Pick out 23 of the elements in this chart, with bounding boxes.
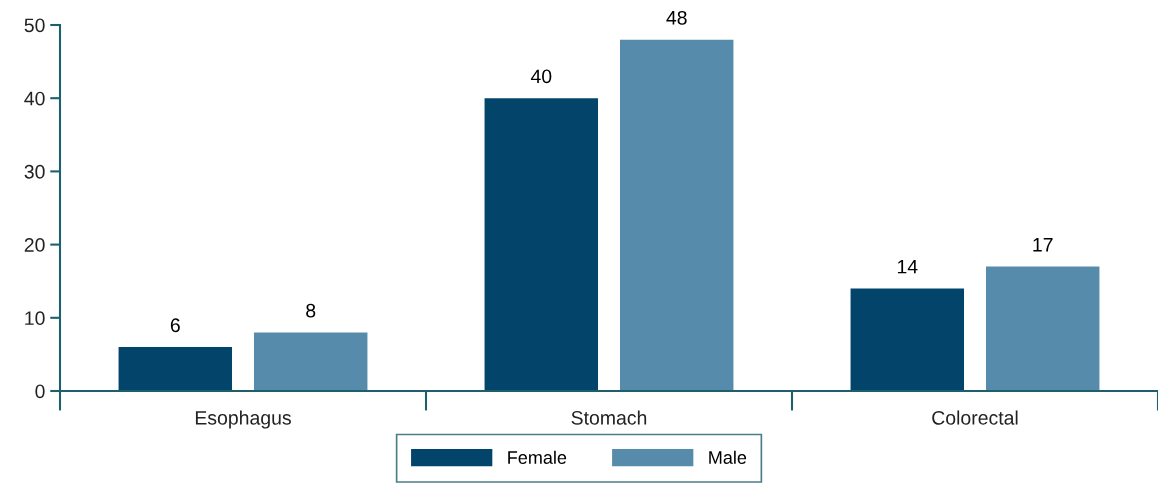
x-tick-label: Colorectal [932, 410, 1018, 425]
data-label: 48 [666, 10, 687, 25]
x-tick-label: Esophagus [195, 410, 291, 429]
y-tick-label: 20 [24, 238, 45, 252]
x-tick-label: Stomach [571, 410, 647, 425]
bar [985, 266, 1100, 391]
y-tick-label: 0 [35, 384, 45, 399]
y-tick-label: 50 [24, 18, 45, 33]
data-label: 8 [306, 303, 316, 318]
y-tick-label: 30 [24, 164, 45, 179]
legend-label: Male [709, 450, 747, 464]
data-label: 14 [897, 260, 918, 274]
bar [253, 332, 368, 391]
data-label: 6 [170, 318, 180, 333]
bar [484, 98, 599, 391]
legend-label: Female [508, 450, 567, 464]
bar [118, 347, 233, 391]
y-tick-label: 10 [25, 311, 45, 326]
data-label: 40 [530, 69, 552, 84]
data-label: 17 [1033, 238, 1053, 252]
bar [619, 39, 734, 391]
y-tick-label: 40 [24, 91, 45, 106]
bar [850, 288, 965, 391]
